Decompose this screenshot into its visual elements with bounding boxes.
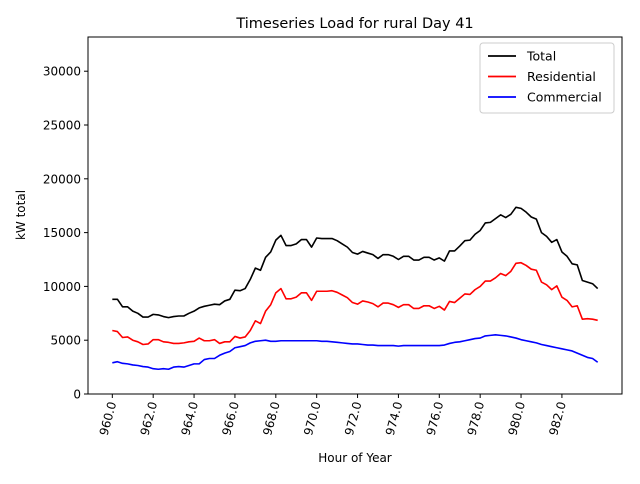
plot-area <box>112 206 599 371</box>
legend-label-total: Total <box>526 49 556 64</box>
y-tick-label: 30000 <box>43 65 81 79</box>
legend: Total Residential Commercial <box>479 42 615 114</box>
y-tick-label: 20000 <box>43 172 81 186</box>
chart-title: Timeseries Load for rural Day 41 <box>235 16 473 32</box>
y-axis-label: kW total <box>14 190 28 240</box>
legend-label-commercial: Commercial <box>527 90 602 105</box>
series-line-commercial <box>112 334 599 371</box>
axes-frame <box>87 36 623 395</box>
series-line-total <box>112 206 599 319</box>
legend-label-residential: Residential <box>527 69 596 84</box>
legend-box <box>479 42 615 114</box>
y-axis: 0 5000 10000 15000 20000 25000 30000 <box>43 65 88 402</box>
series-line-residential <box>112 261 598 346</box>
x-axis-label: Hour of Year <box>318 451 392 465</box>
y-tick-label: 25000 <box>43 119 81 133</box>
y-tick-label: 0 <box>73 388 81 402</box>
y-tick-label: 5000 <box>50 334 81 348</box>
y-tick-label: 10000 <box>43 280 81 294</box>
y-tick-label: 15000 <box>43 226 81 240</box>
